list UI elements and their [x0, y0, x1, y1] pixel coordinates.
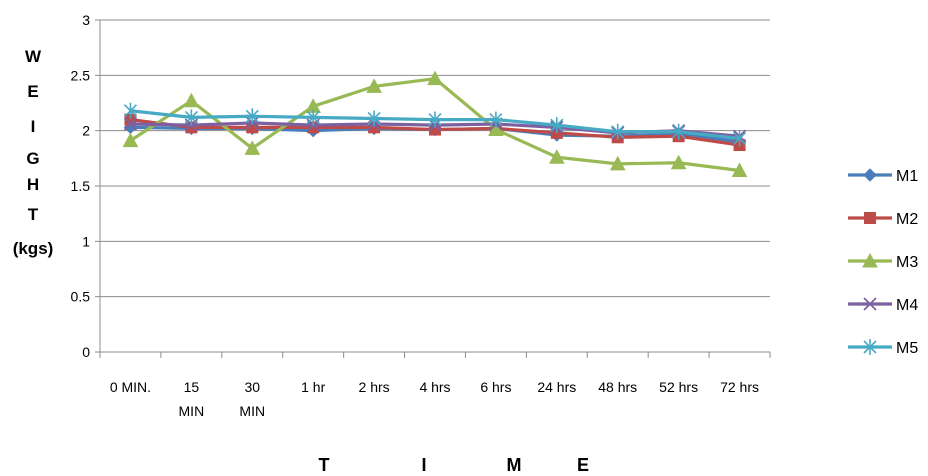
x-tick-label: 1 hr: [301, 379, 325, 395]
data-point: [731, 162, 748, 178]
x-tick-label: 72 hrs: [720, 379, 759, 395]
legend-label: M1: [896, 168, 918, 185]
y-axis-label-part: I: [31, 117, 36, 136]
legend-label: M5: [896, 340, 918, 357]
data-point: [489, 111, 503, 128]
y-axis-label-part: T: [28, 205, 39, 224]
legend-item-m1: M1: [848, 168, 918, 185]
legend-marker: [863, 168, 877, 182]
series-m5: [123, 102, 747, 147]
x-tick-label: 52 hrs: [659, 379, 698, 395]
y-axis-label-part: E: [27, 82, 38, 101]
legend-item-m4: M4: [848, 297, 918, 314]
legend-label: M4: [896, 297, 918, 314]
data-point: [609, 155, 626, 171]
x-tick-label: 48 hrs: [598, 379, 637, 395]
legend-item-m3: M3: [848, 252, 918, 271]
data-point: [245, 108, 259, 125]
data-point: [611, 123, 625, 140]
y-axis-label-part: (kgs): [13, 239, 54, 258]
x-axis-label-part: E: [577, 455, 589, 471]
y-axis-label-part: H: [27, 175, 39, 194]
x-axis-label-part: I: [421, 455, 426, 471]
x-tick-label: 24 hrs: [537, 379, 576, 395]
x-axis-label-part: M: [507, 455, 522, 471]
data-point: [123, 117, 138, 131]
y-tick-label: 0.5: [71, 289, 91, 305]
data-point: [548, 149, 565, 164]
data-point: [670, 154, 687, 170]
legend-marker: [863, 339, 877, 355]
data-point: [488, 121, 504, 137]
data-point: [306, 109, 320, 126]
x-tick-label: 4 hrs: [419, 379, 450, 395]
data-point: [123, 102, 138, 119]
y-axis-label-part: W: [25, 47, 42, 66]
y-tick-label: 1.5: [71, 178, 91, 194]
y-tick-label: 0: [82, 344, 90, 360]
legend: M1 M2 M3 M4 M5: [848, 168, 918, 357]
y-tick-label: 3: [82, 12, 90, 28]
x-tick-label: 30 MIN: [239, 379, 265, 419]
data-point: [184, 109, 198, 126]
series-lines: [122, 70, 748, 178]
data-point: [732, 130, 747, 147]
legend-label: M2: [896, 211, 918, 228]
gridlines: [100, 19, 770, 298]
data-point: [183, 92, 200, 108]
x-tick-label: 2 hrs: [359, 379, 390, 395]
x-tick-label: 15 MIN: [179, 379, 205, 419]
data-point: [550, 117, 564, 134]
data-point: [367, 110, 381, 127]
y-tick-label: 2.5: [71, 67, 91, 83]
data-point: [428, 111, 442, 128]
legend-marker: [863, 297, 877, 311]
data-point: [672, 123, 686, 140]
x-tick-label: 0 MIN.: [110, 379, 151, 395]
legend-marker: [862, 252, 878, 268]
x-tick-label: 6 hrs: [480, 379, 511, 395]
data-point: [427, 70, 443, 86]
y-axis-label-part: G: [26, 149, 39, 168]
data-point: [366, 78, 382, 93]
x-axis-label-part: T: [319, 455, 330, 471]
legend-label: M3: [896, 254, 918, 271]
legend-item-m2: M2: [848, 211, 918, 228]
data-point: [244, 140, 261, 155]
data-point: [122, 132, 139, 148]
series-m3: [122, 70, 748, 178]
legend-item-m5: M5: [848, 339, 918, 357]
y-tick-label: 1: [82, 233, 90, 249]
axes: 0 0.5 1 1.5 2 2.5 3 0 MIN. 15 MIN 30 MIN 1 hr 2 hrs 4 …: [71, 12, 771, 419]
y-tick-label: 2: [82, 123, 90, 139]
legend-marker: [864, 212, 876, 224]
